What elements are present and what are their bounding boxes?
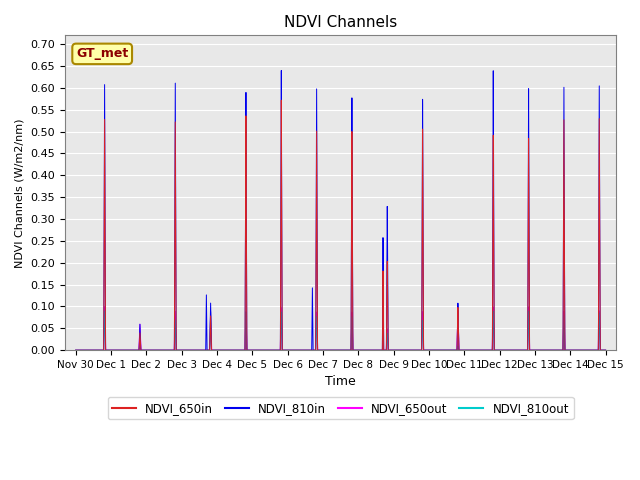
NDVI_650in [185, 348, 193, 353]
Title: NDVI Channels: NDVI Channels [284, 15, 397, 30]
NDVI_650in [270, 348, 278, 353]
Line: NDVI_810out: NDVI_810out [76, 311, 605, 350]
NDVI_650in [278, 97, 285, 103]
Text: GT_met: GT_met [76, 48, 128, 60]
NDVI_650in [72, 348, 79, 353]
NDVI_650in [180, 348, 188, 353]
NDVI_810out [185, 348, 193, 353]
NDVI_650out [100, 304, 108, 310]
NDVI_650in [489, 220, 497, 226]
NDVI_810in [602, 348, 609, 353]
NDVI_650out [489, 319, 497, 324]
NDVI_810in [180, 348, 188, 353]
Line: NDVI_810in: NDVI_810in [76, 71, 605, 350]
NDVI_650out [180, 348, 188, 353]
NDVI_650out [72, 348, 79, 353]
Y-axis label: NDVI Channels (W/m2/nm): NDVI Channels (W/m2/nm) [15, 118, 25, 267]
NDVI_650in [602, 348, 609, 353]
NDVI_810out [100, 308, 108, 314]
NDVI_810in [278, 68, 285, 73]
Legend: NDVI_650in, NDVI_810in, NDVI_650out, NDVI_810out: NDVI_650in, NDVI_810in, NDVI_650out, NDV… [108, 397, 573, 420]
NDVI_810out [180, 348, 188, 353]
NDVI_810in [600, 348, 607, 353]
NDVI_810in [414, 348, 422, 353]
NDVI_650out [600, 348, 607, 353]
NDVI_810in [185, 348, 193, 353]
NDVI_810out [600, 348, 607, 353]
NDVI_650in [414, 348, 422, 353]
Line: NDVI_650out: NDVI_650out [76, 307, 605, 350]
NDVI_650out [602, 348, 609, 353]
NDVI_810out [602, 348, 609, 353]
NDVI_650out [185, 348, 193, 353]
NDVI_810in [489, 181, 497, 187]
NDVI_810out [489, 324, 497, 330]
NDVI_650in [600, 348, 607, 353]
NDVI_810out [72, 348, 79, 353]
NDVI_810out [414, 348, 422, 353]
X-axis label: Time: Time [325, 375, 356, 388]
NDVI_650out [270, 348, 278, 353]
NDVI_650out [414, 348, 422, 353]
NDVI_810in [270, 348, 278, 353]
Line: NDVI_650in: NDVI_650in [76, 100, 605, 350]
NDVI_810in [72, 348, 79, 353]
NDVI_810out [270, 348, 278, 353]
